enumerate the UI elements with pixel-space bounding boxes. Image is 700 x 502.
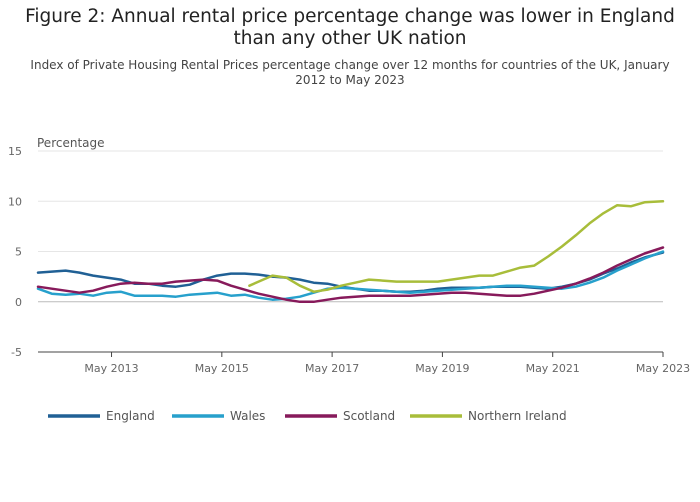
x-tick-label: May 2021 bbox=[526, 362, 580, 375]
x-tick-label: May 2019 bbox=[415, 362, 469, 375]
legend-label-northern-ireland: Northern Ireland bbox=[468, 409, 567, 423]
y-axis-label: Percentage bbox=[37, 136, 105, 150]
legend: England Wales Scotland Northern Ireland bbox=[48, 409, 567, 423]
x-tick-label: May 2015 bbox=[195, 362, 249, 375]
y-tick-label: -5 bbox=[11, 346, 22, 359]
chart-title: Figure 2: Annual rental price percentage… bbox=[25, 6, 675, 49]
chart-subtitle: Index of Private Housing Rental Prices p… bbox=[30, 58, 670, 87]
y-tick-label: 5 bbox=[15, 246, 22, 259]
legend-label-england: England bbox=[106, 409, 155, 423]
x-tick-label: May 2013 bbox=[84, 362, 138, 375]
legend-label-wales: Wales bbox=[230, 409, 265, 423]
x-tick-label: May 2023 bbox=[636, 362, 690, 375]
series-lines bbox=[36, 200, 665, 304]
x-axis-ticks: May 2013 May 2015 May 2017 May 2019 May 2021… bbox=[38, 351, 690, 375]
x-tick-label: May 2017 bbox=[305, 362, 359, 375]
y-tick-label: 0 bbox=[15, 296, 22, 309]
y-tick-label: 15 bbox=[8, 145, 22, 158]
y-axis-ticks: 15 10 5 0 -5 bbox=[8, 145, 22, 359]
series-line-northern-ireland bbox=[248, 200, 665, 293]
legend-label-scotland: Scotland bbox=[343, 409, 395, 423]
y-tick-label: 10 bbox=[8, 195, 22, 208]
gridlines bbox=[38, 150, 663, 353]
series-line-wales bbox=[36, 250, 665, 301]
series-line-scotland bbox=[36, 246, 665, 304]
